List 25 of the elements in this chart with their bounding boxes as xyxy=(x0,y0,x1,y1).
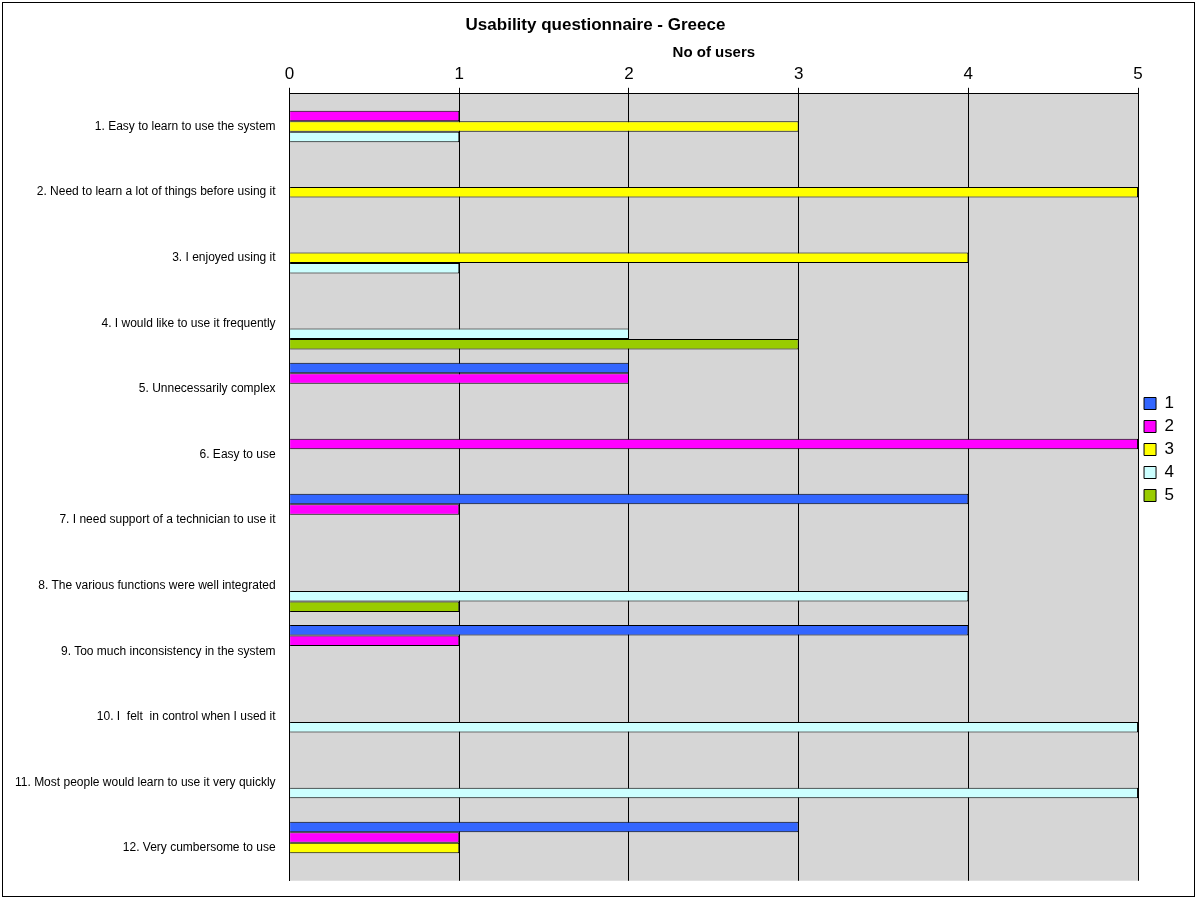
legend-label: 4 xyxy=(1164,462,1175,482)
x-axis-title: No of users xyxy=(672,42,756,60)
legend-label: 1 xyxy=(1164,393,1175,413)
y-tick-label: 12. Very cumbersome to use xyxy=(122,840,276,855)
x-tick-label: 0 xyxy=(284,64,295,84)
chart-title: Usability questionnaire - Greece xyxy=(465,14,726,34)
y-tick-label: 7. I need support of a technician to use it xyxy=(59,512,277,527)
y-tick-label: 11. Most people would learn to use it very quickly xyxy=(15,774,276,789)
x-tick-label: 5 xyxy=(1133,64,1143,84)
y-tick-label: 3. I enjoyed using it xyxy=(172,250,277,265)
y-tick-label: 5. Unnecessarily complex xyxy=(138,381,276,396)
y-tick-label: 4. I would like to use it frequently xyxy=(101,315,276,330)
legend-label: 5 xyxy=(1164,485,1175,505)
y-tick-label: 8. The various functions were well integrated xyxy=(38,577,276,592)
legend-label: 3 xyxy=(1164,439,1175,459)
y-tick-label: 1. Easy to learn to use the system xyxy=(94,118,276,133)
x-tick-label: 4 xyxy=(963,64,974,84)
y-tick-label: 10. I felt in control when I used it xyxy=(96,709,277,724)
x-tick-label: 3 xyxy=(793,64,804,84)
y-tick-label: 6. Easy to use xyxy=(199,446,276,461)
x-tick-label: 2 xyxy=(624,64,634,84)
x-tick-label: 1 xyxy=(454,64,465,84)
y-tick-label: 2. Need to learn a lot of things before using it xyxy=(36,184,277,199)
legend-label: 2 xyxy=(1164,416,1175,436)
y-tick-label: 9. Too much inconsistency in the system xyxy=(61,643,276,658)
